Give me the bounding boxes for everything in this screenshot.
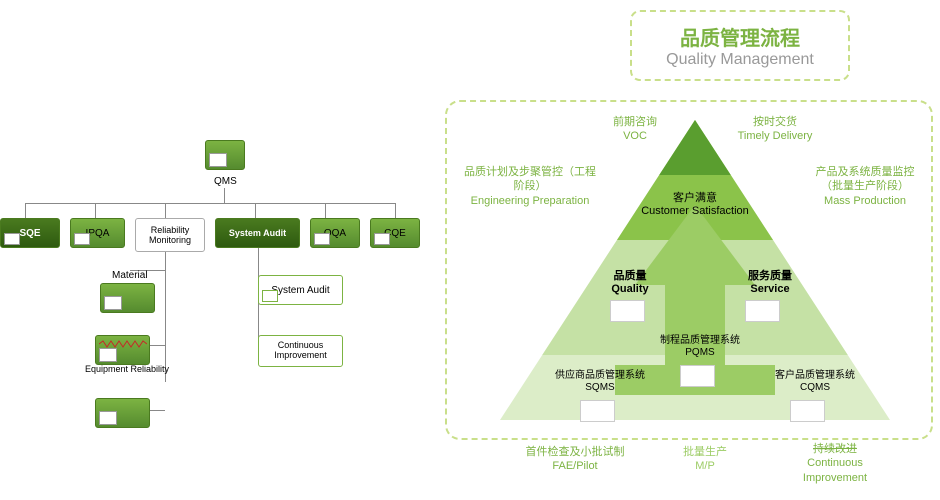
org-oqa: OQA: [310, 218, 360, 248]
label-customer-sat: 客户满意Customer Satisfaction: [630, 192, 760, 218]
org-systemaudit: System Audit: [215, 218, 300, 248]
org-reliability: Reliability Monitoring: [135, 218, 205, 252]
label-mp: 批量生产M/P: [665, 445, 745, 474]
org-ipqa: IPQA: [70, 218, 125, 248]
org-sqe: SQE: [0, 218, 60, 248]
pyramid-tip-clip: [500, 120, 890, 175]
label-pqms: 制程品质管理系统PQMS: [650, 335, 750, 359]
title-cn: 品质管理流程: [662, 22, 818, 51]
label-quality: 品质量Quality: [600, 270, 660, 296]
label-service: 服务质量Service: [735, 270, 805, 296]
org-equipreliability: Equipment Reliability: [85, 335, 175, 375]
label-fae: 首件检查及小批试制FAE/Pilot: [505, 445, 645, 474]
org-chart: QMS SQE IPQA Reliability Monitoring Syst…: [0, 140, 440, 460]
org-sysaudit2: System Audit: [258, 275, 343, 305]
label-sqms: 供应商品质管理系统SQMS: [540, 370, 660, 394]
org-root-label: QMS: [214, 176, 237, 187]
label-cqms: 客户品质管理系统CQMS: [755, 370, 875, 394]
label-ci-right: 持续改进 Continuous Improvement: [775, 442, 895, 485]
org-ci: Continuous Improvement: [258, 335, 343, 367]
org-material: Material: [100, 270, 175, 313]
quality-pyramid-panel: 品质管理流程 Quality Management 前期咨询VOC 按时交货Ti…: [445, 10, 935, 495]
org-empty1: [95, 398, 150, 428]
org-root-box: [205, 140, 245, 170]
org-cqe: CQE: [370, 218, 420, 248]
title-box: 品质管理流程 Quality Management: [630, 10, 850, 81]
title-en: Quality Management: [662, 51, 818, 69]
